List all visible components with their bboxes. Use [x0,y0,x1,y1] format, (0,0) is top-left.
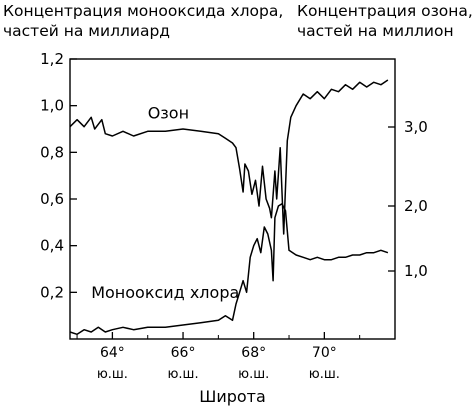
x-tick-label: 70° [312,345,337,361]
left-axis-title: Концентрация монооксида хлора, частей на… [3,1,283,41]
left-axis-title-line-2: частей на миллиард [3,22,171,40]
right-axis-title-line-2: частей на миллион [297,22,454,40]
x-tick-label: 68° [241,345,266,361]
x-tick-label: 66° [171,345,196,361]
x-tick-hemisphere-label: ю.ш. [309,367,340,382]
right-tick-label: 1,0 [404,262,428,280]
right-tick-label: 2,0 [404,197,428,215]
x-axis-label: Широта [199,387,266,406]
left-tick-label: 0,4 [40,237,64,255]
left-tick-label: 1,2 [40,50,64,68]
left-tick-label: 0,2 [40,283,64,301]
right-axis-title-line-1: Концентрация озона, [297,2,473,20]
x-tick-hemisphere-label: ю.ш. [97,367,128,382]
x-tick-label: 64° [100,345,125,361]
x-tick-hemisphere-label: ю.ш. [167,367,198,382]
left-tick-label: 1,0 [40,97,64,115]
x-tick-hemisphere-label: ю.ш. [238,367,269,382]
chlorine-monoxide-annotation: Монооксид хлора [91,283,239,302]
chlorine-monoxide-series-line [69,202,389,336]
left-tick-label: 0,8 [40,143,64,161]
right-tick-label: 3,0 [404,118,428,136]
ozone-series-line [69,79,389,235]
left-tick-label: 0,6 [40,190,64,208]
left-axis-title-line-1: Концентрация монооксида хлора, [3,2,284,20]
right-axis-title: Концентрация озона, частей на миллион [297,1,473,41]
ozone-annotation: Озон [148,104,189,123]
